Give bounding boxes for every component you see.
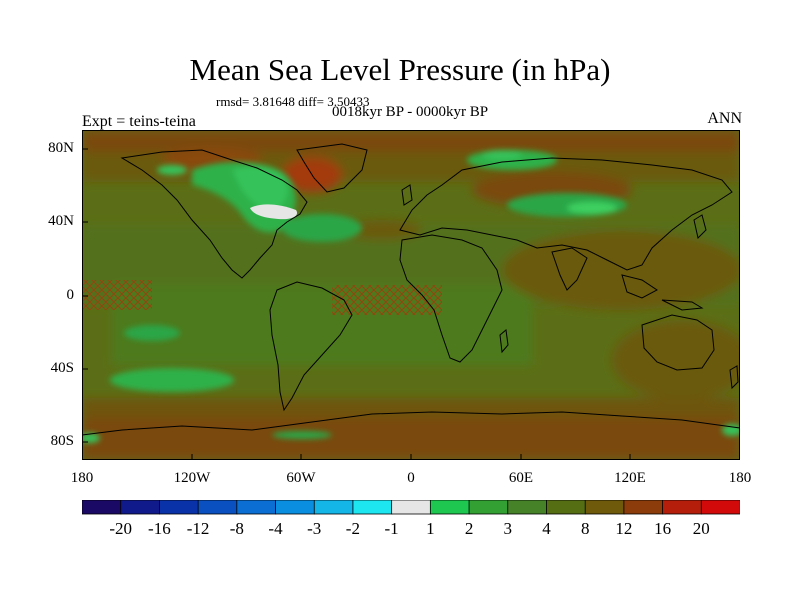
colorbar-swatch bbox=[197, 500, 238, 515]
colorbar-label: -20 bbox=[109, 519, 133, 538]
colorbar-swatch bbox=[120, 500, 161, 515]
colorbar bbox=[82, 500, 740, 515]
colorbar-label: -8 bbox=[229, 519, 244, 538]
colorbar-swatch bbox=[275, 500, 315, 515]
colorbar-swatch bbox=[584, 500, 625, 515]
colorbar-label: -2 bbox=[345, 519, 360, 538]
colorbar-swatch bbox=[700, 500, 740, 515]
colorbar-swatch bbox=[623, 500, 664, 515]
pressure-map bbox=[82, 130, 740, 460]
colorbar-label: 12 bbox=[615, 519, 633, 538]
colorbar-label: 2 bbox=[464, 519, 474, 538]
colorbar-label: 16 bbox=[654, 519, 672, 538]
colorbar-swatch bbox=[82, 500, 122, 515]
lat-label-80s: 80S bbox=[50, 433, 74, 449]
colorbar-label: 20 bbox=[692, 519, 710, 538]
colorbar-label: -12 bbox=[186, 519, 210, 538]
stippling-pacific bbox=[82, 280, 152, 310]
colorbar-swatch bbox=[429, 500, 470, 515]
coastlines bbox=[82, 143, 740, 436]
experiment-label: Expt = teins-teina bbox=[82, 113, 196, 130]
colorbar-swatch bbox=[352, 500, 393, 515]
near-zero-region bbox=[250, 204, 298, 220]
season-label: ANN bbox=[707, 110, 742, 127]
colorbar-label: -1 bbox=[384, 519, 399, 538]
lat-label-0: 0 bbox=[66, 287, 75, 303]
colorbar-label: -4 bbox=[268, 519, 283, 538]
map-title: Mean Sea Level Pressure (in hPa) bbox=[189, 52, 611, 87]
lat-label-40s: 40S bbox=[50, 360, 74, 376]
lat-label-40n: 40N bbox=[48, 213, 74, 229]
green-anomaly-regions bbox=[82, 150, 740, 443]
colorbar-label: 8 bbox=[580, 519, 590, 538]
lat-label-80n: 80N bbox=[48, 140, 74, 156]
colorbar-label: 4 bbox=[542, 519, 551, 538]
colorbar-label: 3 bbox=[503, 519, 513, 538]
stats-line: rmsd= 3.81648 diff= 3.50433 bbox=[216, 94, 370, 109]
lon-label-120e: 120E bbox=[614, 470, 646, 486]
lon-label-0: 0 bbox=[407, 470, 415, 486]
colorbar-swatch bbox=[236, 500, 277, 515]
lon-label-180-left: 180 bbox=[70, 470, 94, 486]
lon-label-60w: 60W bbox=[286, 470, 316, 486]
lon-label-120w: 120W bbox=[173, 470, 211, 486]
stippling-atlantic bbox=[332, 285, 442, 315]
lon-label-180-right: 180 bbox=[728, 470, 752, 486]
colorbar-label: 1 bbox=[426, 519, 435, 538]
colorbar-swatch bbox=[662, 500, 703, 515]
colorbar-label: -16 bbox=[148, 519, 171, 538]
colorbar-swatch bbox=[159, 500, 199, 515]
colorbar-label: -3 bbox=[307, 519, 322, 538]
colorbar-swatch bbox=[507, 500, 548, 515]
map-subtitle: 0018kyr BP - 0000kyr BP bbox=[331, 104, 489, 120]
colorbar-swatch bbox=[546, 500, 586, 515]
lon-label-60e: 60E bbox=[508, 470, 534, 486]
colorbar-swatch bbox=[468, 500, 509, 515]
colorbar-swatch bbox=[313, 500, 354, 515]
colorbar-swatch bbox=[391, 500, 432, 515]
axis-ticks bbox=[82, 148, 631, 460]
